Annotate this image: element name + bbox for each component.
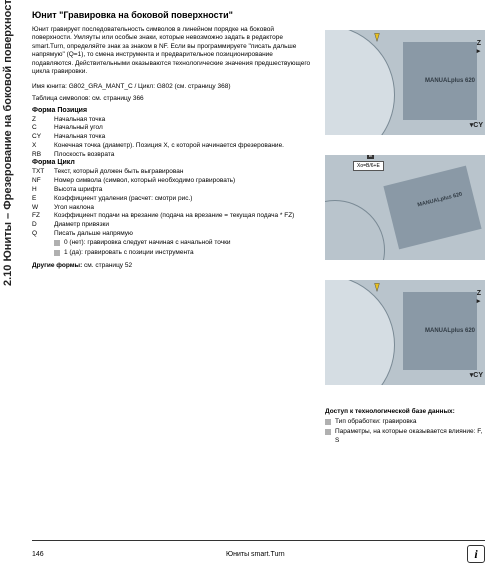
param-row: QПисать дальше напрямую — [32, 230, 312, 239]
param-key: FZ — [32, 212, 54, 221]
page-footer: 146 Юниты smart.Turn i — [32, 540, 485, 563]
db-item-text: Тип обработки: гравировка — [335, 418, 416, 426]
arc-outline — [325, 200, 385, 260]
unit-title: Юнит "Гравировка на боковой поверхности" — [32, 10, 312, 20]
db-item-text: Параметры, на которые оказывается влияни… — [335, 428, 485, 445]
main-content: Юнит "Гравировка на боковой поверхности"… — [32, 10, 312, 269]
option-item: 0 (нет): гравировка следует начиная с на… — [54, 239, 312, 248]
param-desc: Текст, который должен быть выгравирован — [54, 168, 312, 177]
figures-column: MANUALplus 620 Z▸ ▾CY E Xо=B/6+E MANUALp… — [325, 30, 485, 405]
param-key: X — [32, 142, 54, 151]
param-key: Q — [32, 230, 54, 239]
arc-shape — [325, 280, 395, 385]
bullet-icon — [54, 250, 60, 256]
param-row: NFНомер символа (символ, который необход… — [32, 177, 312, 186]
param-key: CY — [32, 133, 54, 142]
param-desc: Диаметр привязки — [54, 221, 312, 230]
param-key: E — [32, 195, 54, 204]
param-desc: Угол наклона — [54, 204, 312, 213]
param-row: FZКоэффициент подачи на врезание (подача… — [32, 212, 312, 221]
page-number: 146 — [32, 551, 44, 558]
db-access-title: Доступ к технологической базе данных: — [325, 408, 485, 415]
param-desc: Высота шрифта — [54, 186, 312, 195]
param-key: NF — [32, 177, 54, 186]
param-row: TXTТекст, который должен быть выгравиров… — [32, 168, 312, 177]
param-desc: Конечная точка (диаметр). Позиция X, с к… — [54, 142, 312, 151]
figure-1: MANUALplus 620 Z▸ ▾CY — [325, 30, 485, 135]
arc-shape — [325, 30, 395, 135]
db-access-block: Доступ к технологической базе данных: Ти… — [325, 408, 485, 447]
bullet-icon — [54, 240, 60, 246]
db-item: Параметры, на которые оказывается влияни… — [325, 428, 485, 445]
axis-cy-label: ▾CY — [470, 371, 483, 379]
param-key: D — [32, 221, 54, 230]
e-label: E — [367, 155, 374, 159]
bullet-icon — [325, 419, 331, 425]
param-row: XКонечная точка (диаметр). Позиция X, с … — [32, 142, 312, 151]
form-cycle-header: Форма Цикл — [32, 159, 312, 166]
param-key: W — [32, 204, 54, 213]
intro-paragraph: Юнит гравирует последовательность символ… — [32, 26, 312, 77]
param-row: EКоэффициент удаления (расчет: смотри ри… — [32, 195, 312, 204]
tool-icon — [373, 33, 381, 45]
param-desc: Плоскость возврата — [54, 151, 312, 160]
option-item: 1 (да): гравировать с позиции инструмент… — [54, 249, 312, 258]
param-key: TXT — [32, 168, 54, 177]
other-forms: Другие формы: см. страницу 52 — [32, 262, 312, 269]
unit-identifier: Имя юнита: G802_GRA_MANT_C / Цикл: G802 … — [32, 83, 312, 90]
param-desc: Номер символа (символ, который необходим… — [54, 177, 312, 186]
axis-z-label: Z▸ — [477, 290, 481, 305]
param-desc: Начальный угол — [54, 124, 312, 133]
axis-z-label: Z▸ — [477, 40, 481, 55]
param-desc: Коэффициент удаления (расчет: смотри рис… — [54, 195, 312, 204]
panel-label: MANUALplus 620 — [425, 328, 475, 334]
form-position-header: Форма Позиция — [32, 107, 312, 114]
symbol-table-ref: Таблица символов: см. страницу 366 — [32, 95, 312, 102]
param-row: CНачальный угол — [32, 124, 312, 133]
footer-right-text: Юниты smart.Turn — [226, 551, 285, 558]
figure-3: MANUALplus 620 Z▸ ▾CY — [325, 280, 485, 385]
tool-icon — [373, 283, 381, 295]
param-key: RB — [32, 151, 54, 160]
axis-cy-label: ▾CY — [470, 121, 483, 129]
figure-2: E Xо=B/6+E MANUALplus 620 — [325, 155, 485, 260]
param-row: WУгол наклона — [32, 204, 312, 213]
param-row: RBПлоскость возврата — [32, 151, 312, 160]
param-row: DДиаметр привязки — [32, 221, 312, 230]
panel-label: MANUALplus 620 — [425, 78, 475, 84]
param-row: CYНачальная точка — [32, 133, 312, 142]
equation-box: Xо=B/6+E — [353, 161, 384, 171]
param-key: H — [32, 186, 54, 195]
tilted-panel — [383, 166, 481, 250]
param-row: HВысота шрифта — [32, 186, 312, 195]
param-desc: Коэффициент подачи на врезание (подача н… — [54, 212, 312, 221]
param-key: Z — [32, 116, 54, 125]
db-item: Тип обработки: гравировка — [325, 418, 485, 426]
param-desc: Начальная точка — [54, 133, 312, 142]
section-vertical-label: 2.10 Юниты – Фрезерование на боковой пов… — [2, 0, 14, 286]
option-text: 1 (да): гравировать с позиции инструмент… — [64, 249, 194, 258]
param-desc: Писать дальше напрямую — [54, 230, 312, 239]
option-text: 0 (нет): гравировка следует начиная с на… — [64, 239, 231, 248]
bullet-icon — [325, 429, 331, 435]
info-icon: i — [467, 545, 485, 563]
param-key: C — [32, 124, 54, 133]
